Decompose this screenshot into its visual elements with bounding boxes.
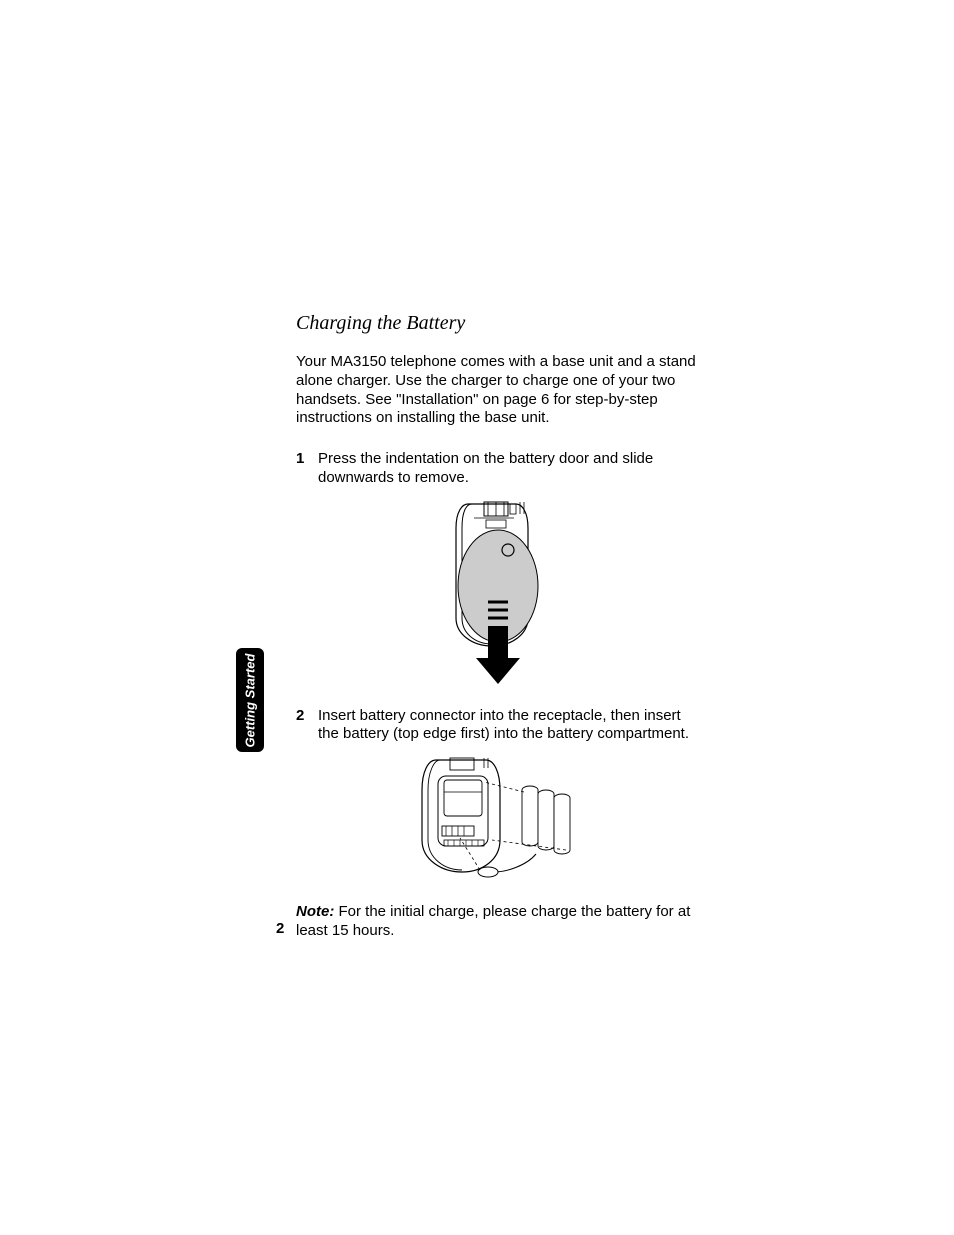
step-number: 1 — [296, 450, 318, 488]
document-page: Getting Started Charging the Battery You… — [0, 0, 954, 1235]
intro-paragraph: Your MA3150 telephone comes with a base … — [296, 353, 696, 428]
step-text: Insert battery connector into the recept… — [318, 707, 696, 745]
section-tab-label: Getting Started — [243, 653, 258, 747]
step-number: 2 — [296, 707, 318, 745]
note-paragraph: Note: For the initial charge, please cha… — [296, 903, 696, 941]
page-content: Charging the Battery Your MA3150 telepho… — [296, 312, 696, 941]
note-text: For the initial charge, please charge th… — [296, 903, 690, 939]
section-tab: Getting Started — [236, 648, 264, 752]
battery-pack-icon — [522, 786, 570, 854]
step-1: 1 Press the indentation on the battery d… — [296, 450, 696, 488]
section-title: Charging the Battery — [296, 312, 696, 335]
step-2: 2 Insert battery connector into the rece… — [296, 707, 696, 745]
step-text: Press the indentation on the battery doo… — [318, 450, 696, 488]
page-number: 2 — [276, 920, 284, 937]
figure-battery-insert — [296, 754, 696, 889]
battery-door-illustration — [426, 498, 566, 688]
note-label: Note: — [296, 903, 334, 920]
battery-insert-illustration — [406, 754, 586, 884]
figure-battery-door — [296, 498, 696, 693]
